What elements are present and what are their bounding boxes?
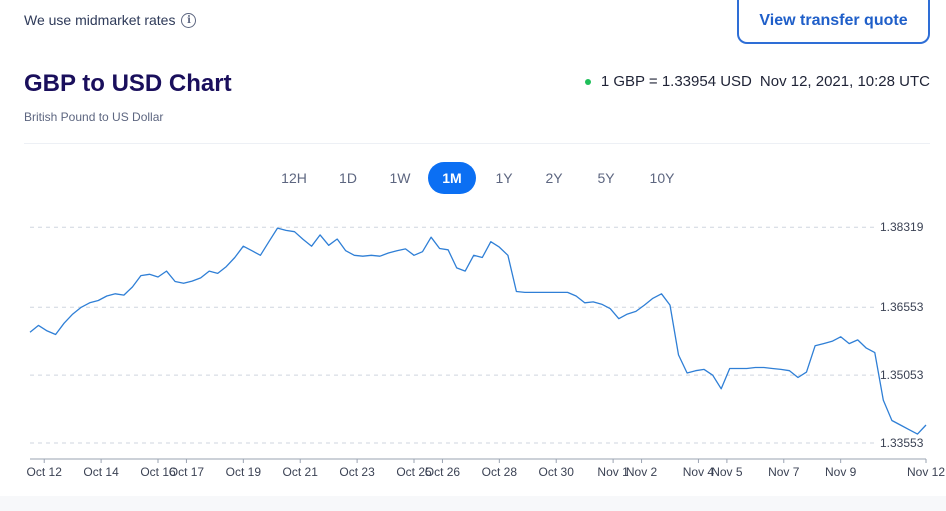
midmarket-note: We use midmarket rates i xyxy=(24,12,197,28)
footer-band xyxy=(0,496,946,511)
page-subtitle: British Pound to US Dollar xyxy=(24,110,164,124)
tab-12h[interactable]: 12H xyxy=(281,170,307,186)
x-tick-label: Nov 7 xyxy=(768,465,800,479)
timeframe-tabs: 12H 1D 1W 1M 1Y 2Y 5Y 10Y xyxy=(0,162,946,194)
y-tick-label: 1.38319 xyxy=(880,220,924,234)
y-tick-label: 1.35053 xyxy=(880,368,924,382)
x-tick-label: Nov 1 xyxy=(597,465,629,479)
x-tick-label: Oct 25 xyxy=(396,465,432,479)
x-tick-label: Oct 16 xyxy=(140,465,176,479)
x-tick-label: Oct 26 xyxy=(425,465,461,479)
tab-5y[interactable]: 5Y xyxy=(597,170,615,186)
info-icon[interactable]: i xyxy=(181,12,197,28)
x-tick-label: Oct 28 xyxy=(482,465,518,479)
x-tick-label: Oct 19 xyxy=(226,465,262,479)
y-tick-label: 1.33553 xyxy=(880,436,924,450)
page-title: GBP to USD Chart xyxy=(24,70,232,97)
x-tick-label: Oct 14 xyxy=(83,465,119,479)
x-tick-label: Oct 12 xyxy=(27,465,63,479)
y-tick-label: 1.36553 xyxy=(880,300,924,314)
rate-value: 1 GBP = 1.33954 USD xyxy=(600,73,752,90)
tab-1w[interactable]: 1W xyxy=(389,170,411,186)
header-divider xyxy=(24,143,930,144)
x-tick-label: Nov 9 xyxy=(825,465,857,479)
tab-1m[interactable]: 1M xyxy=(428,162,476,194)
x-tick-label: Nov 2 xyxy=(626,465,658,479)
tab-2y[interactable]: 2Y xyxy=(545,170,563,186)
x-tick-label: Oct 21 xyxy=(283,465,319,479)
midmarket-text: We use midmarket rates xyxy=(24,12,176,28)
rate-line-chart[interactable]: 1.38319 1.36553 1.35053 1.33553 Oct 12 Oct 14… xyxy=(0,200,946,490)
x-tick-label: Oct 17 xyxy=(169,465,205,479)
rate-series-line xyxy=(29,227,927,435)
x-tick-label: Oct 23 xyxy=(339,465,375,479)
x-tick-label: Nov 12 xyxy=(907,465,945,479)
tab-10y[interactable]: 10Y xyxy=(649,170,675,186)
tab-1d[interactable]: 1D xyxy=(339,170,357,186)
tab-1y[interactable]: 1Y xyxy=(495,170,513,186)
rate-timestamp: Nov 12, 2021, 10:28 UTC xyxy=(759,73,930,90)
live-indicator-icon xyxy=(584,78,591,85)
x-tick-label: Nov 4 xyxy=(683,465,715,479)
x-tick-label: Oct 30 xyxy=(539,465,575,479)
view-transfer-quote-button[interactable]: View transfer quote xyxy=(737,0,930,44)
x-tick-label: Nov 5 xyxy=(711,465,743,479)
current-rate: 1 GBP = 1.33954 USD Nov 12, 2021, 10:28 … xyxy=(584,73,930,90)
